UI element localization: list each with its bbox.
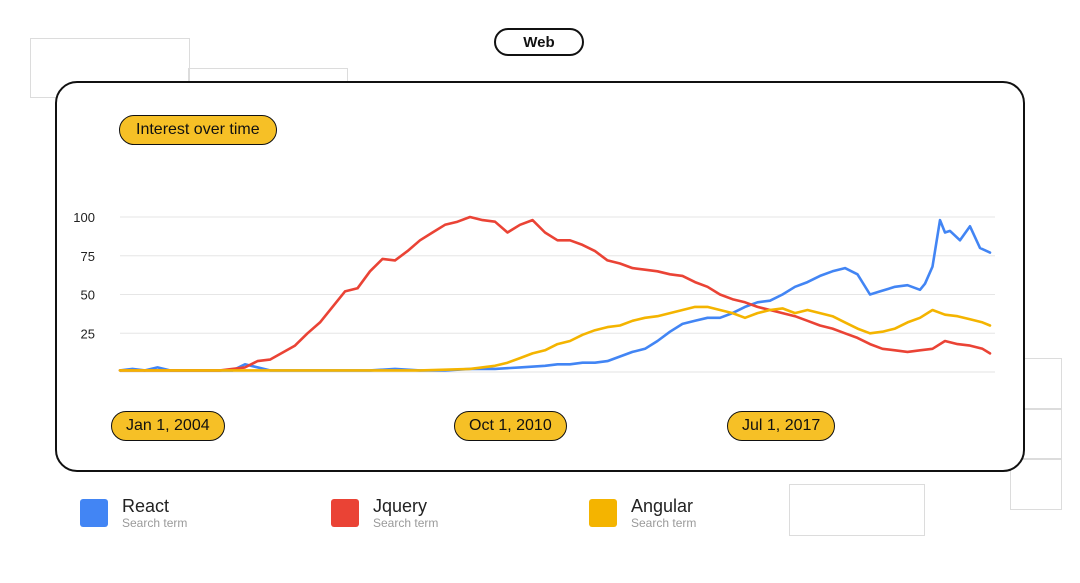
legend-item-react: React Search term xyxy=(80,496,187,531)
series-line-react xyxy=(118,218,992,372)
series-line-jquery xyxy=(118,215,992,372)
date-marker-middle: Oct 1, 2010 xyxy=(454,411,567,441)
legend-sublabel: Search term xyxy=(631,516,697,530)
y-tick-label: 25 xyxy=(81,326,95,341)
legend-label: React xyxy=(122,496,170,516)
chart-card: Interest over time 25 50 75 100 Jan 1, 2004… xyxy=(55,81,1025,472)
legend-label: Angular xyxy=(631,496,694,516)
legend-item-jquery: Jquery Search term xyxy=(331,496,438,531)
background-outline-box xyxy=(789,484,925,536)
legend-swatch xyxy=(331,499,359,527)
date-marker-start: Jan 1, 2004 xyxy=(111,411,225,441)
legend-swatch xyxy=(589,499,617,527)
legend-sublabel: Search term xyxy=(122,516,188,530)
chart-title: Interest over time xyxy=(119,115,277,145)
web-filter-pill[interactable]: Web xyxy=(494,28,584,56)
background-outline-box xyxy=(1010,458,1062,510)
line-chart: 25 50 75 100 xyxy=(73,210,995,373)
legend-swatch xyxy=(80,499,108,527)
date-marker-end: Jul 1, 2017 xyxy=(727,411,836,441)
y-tick-label: 75 xyxy=(81,249,95,264)
series-line-angular xyxy=(118,305,992,372)
legend-item-angular: Angular Search term xyxy=(589,496,696,531)
y-tick-label: 100 xyxy=(73,210,95,225)
y-tick-label: 50 xyxy=(81,288,95,303)
legend-label: Jquery xyxy=(373,496,428,516)
legend-sublabel: Search term xyxy=(373,516,439,530)
